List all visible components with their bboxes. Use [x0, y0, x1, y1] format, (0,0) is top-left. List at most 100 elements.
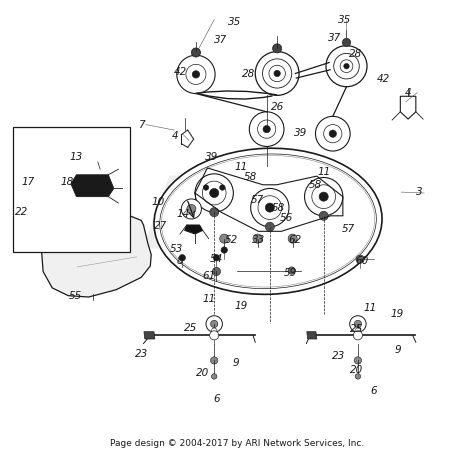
Text: 6: 6: [371, 386, 377, 397]
Text: 56: 56: [280, 213, 293, 223]
Circle shape: [182, 199, 201, 219]
Circle shape: [257, 120, 276, 138]
Text: 11: 11: [364, 303, 377, 313]
Circle shape: [288, 234, 297, 243]
Text: 54: 54: [210, 254, 223, 264]
Text: ARI: ARI: [141, 172, 333, 269]
Circle shape: [265, 222, 274, 231]
Circle shape: [15, 159, 68, 212]
Circle shape: [211, 374, 217, 379]
Text: 11: 11: [235, 162, 248, 172]
Circle shape: [329, 130, 337, 137]
Circle shape: [210, 189, 219, 197]
Circle shape: [344, 63, 349, 69]
Text: 33: 33: [252, 235, 265, 245]
Text: 3: 3: [416, 187, 423, 197]
Text: 26: 26: [272, 102, 285, 112]
Circle shape: [211, 328, 217, 334]
Text: 9: 9: [394, 346, 401, 355]
Circle shape: [203, 185, 209, 190]
Text: 57: 57: [251, 195, 264, 205]
Text: 57: 57: [342, 224, 356, 234]
Text: 62: 62: [289, 235, 302, 245]
Text: 13: 13: [70, 152, 83, 162]
Circle shape: [334, 53, 359, 79]
Circle shape: [210, 331, 219, 340]
Text: 60: 60: [356, 256, 369, 265]
Circle shape: [255, 51, 299, 95]
Circle shape: [187, 204, 196, 213]
Polygon shape: [184, 225, 203, 234]
Circle shape: [263, 59, 292, 88]
Circle shape: [206, 316, 222, 332]
Circle shape: [354, 320, 362, 328]
Text: 19: 19: [234, 301, 247, 311]
Circle shape: [202, 181, 226, 205]
Ellipse shape: [160, 154, 376, 289]
Text: 27: 27: [154, 221, 167, 231]
Text: 4: 4: [172, 131, 179, 141]
Circle shape: [253, 234, 262, 243]
Circle shape: [356, 255, 365, 263]
Ellipse shape: [154, 148, 382, 294]
Text: 55: 55: [68, 291, 82, 301]
Text: 10: 10: [152, 197, 165, 207]
Polygon shape: [307, 332, 317, 339]
Text: 58: 58: [244, 172, 257, 182]
Ellipse shape: [161, 156, 375, 287]
Text: 22: 22: [15, 207, 28, 217]
Circle shape: [34, 178, 50, 194]
Circle shape: [210, 207, 219, 217]
Text: 39: 39: [294, 128, 308, 138]
Text: 35: 35: [228, 17, 241, 27]
Polygon shape: [42, 216, 151, 297]
Circle shape: [319, 192, 328, 201]
Circle shape: [210, 320, 218, 328]
Circle shape: [38, 183, 45, 189]
Circle shape: [319, 211, 328, 220]
Text: 7: 7: [138, 119, 145, 129]
Text: 18: 18: [61, 177, 74, 187]
Text: 14: 14: [176, 208, 190, 218]
Text: 52: 52: [225, 235, 238, 245]
Polygon shape: [144, 332, 155, 339]
Circle shape: [288, 267, 295, 274]
Text: 11: 11: [202, 294, 215, 304]
Text: 25: 25: [184, 323, 197, 333]
Circle shape: [179, 255, 185, 261]
Circle shape: [265, 203, 274, 212]
Text: 17: 17: [21, 177, 35, 187]
Text: 23: 23: [332, 351, 345, 361]
Circle shape: [177, 55, 215, 94]
Text: 39: 39: [205, 151, 219, 162]
Text: 6: 6: [213, 394, 220, 404]
Circle shape: [312, 185, 336, 208]
Text: 58: 58: [309, 180, 322, 190]
Circle shape: [213, 255, 219, 261]
Circle shape: [340, 60, 353, 73]
Text: 9: 9: [233, 358, 239, 368]
Circle shape: [269, 65, 285, 82]
Text: 20: 20: [196, 368, 210, 378]
Circle shape: [221, 247, 228, 253]
Circle shape: [258, 196, 282, 219]
Circle shape: [48, 181, 57, 190]
Text: 11: 11: [317, 168, 330, 178]
Text: 25: 25: [350, 324, 363, 334]
Circle shape: [219, 234, 229, 243]
Circle shape: [326, 45, 367, 87]
Text: 4: 4: [405, 88, 411, 98]
Text: 42: 42: [173, 67, 187, 77]
Text: 23: 23: [135, 348, 148, 358]
Circle shape: [342, 39, 351, 46]
Text: 28: 28: [349, 49, 362, 59]
Circle shape: [304, 178, 343, 216]
Circle shape: [195, 174, 233, 212]
Text: 28: 28: [242, 69, 255, 79]
Circle shape: [263, 125, 270, 133]
Circle shape: [24, 168, 59, 203]
Circle shape: [192, 71, 200, 78]
Text: 58: 58: [272, 202, 285, 213]
Circle shape: [316, 117, 350, 151]
Circle shape: [251, 189, 289, 227]
